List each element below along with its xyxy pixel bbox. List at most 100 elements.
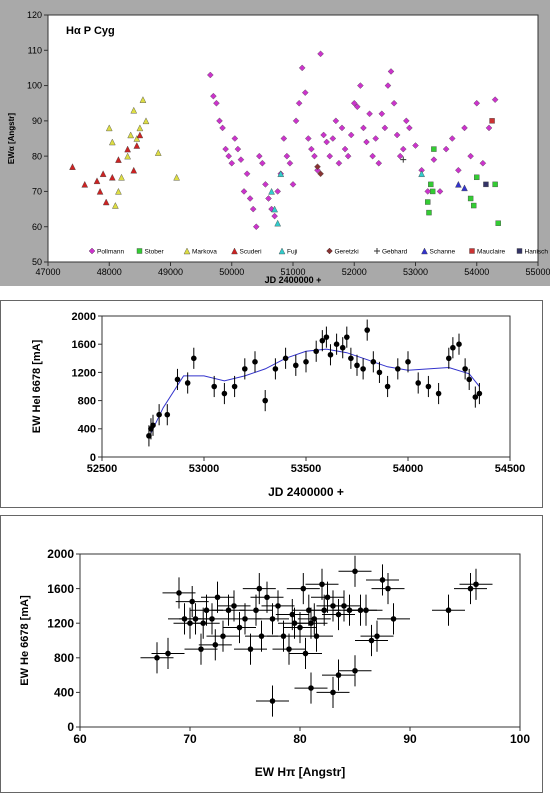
data-point (320, 131, 327, 139)
y-tick-label: 60 (32, 222, 42, 232)
data-point (347, 131, 355, 139)
data-point (189, 598, 195, 605)
data-point (305, 135, 312, 142)
data-point (473, 581, 479, 588)
data-point (395, 366, 401, 372)
data-point (314, 163, 321, 171)
data-point (319, 581, 325, 588)
data-point (473, 99, 481, 107)
legend-label: Hanisch (525, 249, 549, 256)
data-point (176, 590, 182, 596)
data-point (335, 159, 343, 167)
data-point (99, 170, 107, 177)
data-point (198, 646, 204, 652)
data-point (492, 181, 498, 188)
data-point (406, 124, 413, 132)
data-point (173, 173, 180, 181)
data-point (150, 422, 156, 429)
legend-label: Fuji (287, 249, 297, 256)
data-point (289, 611, 296, 618)
x-tick-label: 47000 (35, 267, 60, 277)
data-point (237, 156, 245, 163)
y-tick-label: 1600 (72, 339, 96, 351)
data-point (470, 202, 477, 209)
data-point (271, 212, 278, 220)
x-axis-label: JD 2400000 + (268, 485, 344, 499)
data-point (354, 103, 361, 111)
x-tick-label: 60 (73, 732, 87, 746)
chart-title: Hα P Cyg (66, 25, 115, 37)
legend-marker (421, 247, 428, 255)
data-point (115, 156, 122, 163)
x-tick-label: 54500 (495, 463, 526, 475)
data-point (354, 362, 360, 369)
legend-label: Scuderi (240, 249, 262, 256)
data-point (455, 166, 462, 174)
x-tick-label: 48000 (97, 267, 122, 277)
data-point (461, 124, 468, 132)
data-point (112, 202, 119, 209)
data-point (108, 138, 116, 146)
data-point (246, 195, 254, 202)
y-tick-label: 2000 (72, 311, 96, 323)
data-point (81, 180, 89, 188)
data-point (200, 620, 206, 626)
legend-marker (231, 247, 238, 255)
data-point (108, 173, 116, 181)
data-point (243, 170, 251, 178)
data-point (272, 366, 279, 372)
panel-hei-time: 52500 53000 53500 54000 54500 0 400 800 1200 1600… (0, 300, 550, 510)
y-tick-label: 400 (78, 424, 96, 436)
legend-marker (469, 248, 475, 254)
data-point (130, 166, 138, 174)
data-point (256, 585, 263, 592)
legend-marker (516, 248, 523, 254)
data-point (234, 145, 242, 153)
data-point (313, 633, 320, 639)
x-tick-label: 70 (183, 732, 197, 746)
data-point (302, 650, 309, 657)
legend-marker (183, 247, 191, 255)
data-point (455, 180, 462, 188)
data-point (400, 156, 407, 163)
y-tick-label: 1200 (72, 367, 96, 379)
data-point (210, 92, 217, 100)
data-point (127, 131, 135, 139)
x-tick-label: 50000 (219, 267, 244, 277)
data-point (154, 149, 162, 156)
data-point (368, 637, 375, 644)
data-point (231, 135, 239, 142)
x-tick-label: 55000 (525, 267, 550, 277)
data-point (184, 380, 191, 386)
x-tick-label: 52000 (342, 267, 367, 277)
data-point (262, 181, 269, 188)
data-point (231, 603, 237, 609)
data-point (360, 366, 366, 372)
data-point (384, 82, 392, 89)
data-point (277, 170, 285, 177)
legend-marker (326, 247, 333, 255)
y-tick-label: 80 (32, 151, 42, 161)
legend-label: Schanne (430, 249, 456, 256)
y-tick-label: 800 (54, 651, 74, 665)
data-point (146, 433, 152, 439)
legend-label: Markova (192, 249, 217, 256)
data-point (212, 642, 219, 648)
legend-label: Stober (145, 249, 165, 256)
data-point (425, 199, 431, 205)
data-point (333, 341, 340, 347)
data-point (130, 106, 138, 114)
data-point (317, 50, 324, 58)
data-point (467, 195, 474, 202)
x-tick-label: 52500 (87, 463, 118, 475)
data-point (136, 124, 144, 132)
y-axis-label: EW HeI 6678 [mA] (31, 339, 43, 433)
data-point (247, 646, 254, 652)
legend-marker (88, 247, 96, 255)
data-point (363, 138, 370, 146)
y-tick-label: 50 (32, 257, 42, 267)
data-point (472, 394, 479, 400)
data-point (219, 124, 226, 132)
data-point (265, 195, 272, 202)
data-point (242, 616, 248, 622)
